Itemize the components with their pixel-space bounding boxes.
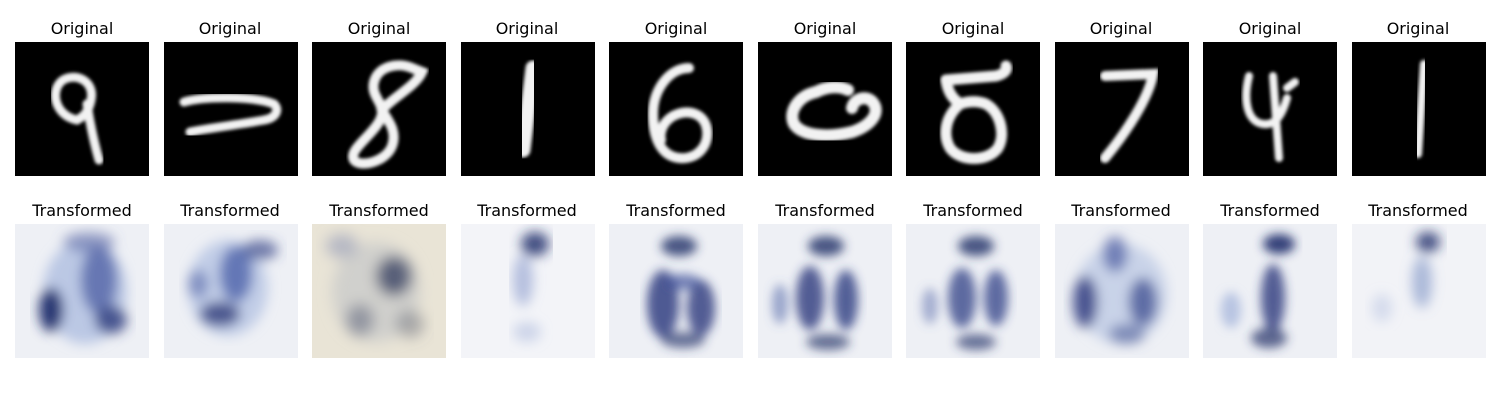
panel-title-original-5: Original: [644, 19, 708, 38]
panel-title-original-10: Original: [1386, 19, 1450, 38]
original-digit-image-1: [15, 42, 149, 176]
panel-title-original-3: Original: [347, 19, 411, 38]
original-digit-image-7: [906, 42, 1040, 176]
original-digit-image-4: [461, 42, 595, 176]
original-digit-image-6: [758, 42, 892, 176]
panel-title-transformed-8: Transformed: [1071, 201, 1171, 220]
panel-title-transformed-3: Transformed: [329, 201, 429, 220]
original-digit-image-9: [1203, 42, 1337, 176]
panel-title-original-7: Original: [941, 19, 1005, 38]
transformed-image-3: [312, 224, 446, 358]
panel-title-original-1: Original: [50, 19, 114, 38]
transformed-image-4: [461, 224, 595, 358]
transformed-image-10: [1352, 224, 1486, 358]
panel-title-transformed-7: Transformed: [923, 201, 1023, 220]
panel-title-transformed-4: Transformed: [477, 201, 577, 220]
transformed-image-6: [758, 224, 892, 358]
original-digit-image-3: [312, 42, 446, 176]
panel-title-transformed-6: Transformed: [775, 201, 875, 220]
panel-title-transformed-2: Transformed: [180, 201, 280, 220]
panel-title-original-2: Original: [198, 19, 262, 38]
original-digit-image-2: [164, 42, 298, 176]
transformed-image-7: [906, 224, 1040, 358]
panel-title-transformed-5: Transformed: [626, 201, 726, 220]
panel-title-original-6: Original: [793, 19, 857, 38]
panel-title-transformed-1: Transformed: [32, 201, 132, 220]
transformed-image-8: [1055, 224, 1189, 358]
transformed-image-9: [1203, 224, 1337, 358]
panel-title-original-8: Original: [1089, 19, 1153, 38]
transformed-image-1: [15, 224, 149, 358]
panel-title-transformed-9: Transformed: [1220, 201, 1320, 220]
original-digit-image-10: [1352, 42, 1486, 176]
panel-title-transformed-10: Transformed: [1368, 201, 1468, 220]
original-digit-image-8: [1055, 42, 1189, 176]
transformed-image-2: [164, 224, 298, 358]
original-digit-image-5: [609, 42, 743, 176]
panel-title-original-4: Original: [495, 19, 559, 38]
transformed-image-5: [609, 224, 743, 358]
panel-title-original-9: Original: [1238, 19, 1302, 38]
